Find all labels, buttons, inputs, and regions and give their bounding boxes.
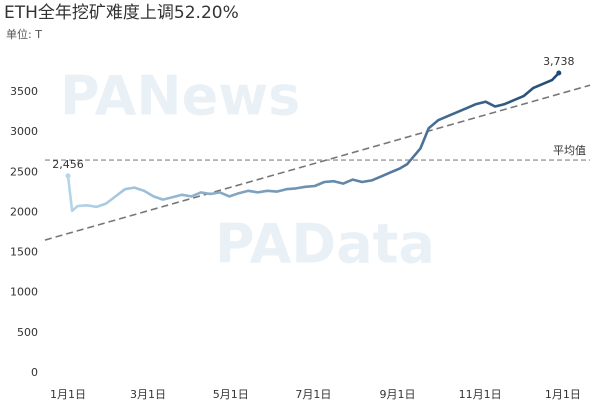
- y-tick-label: 3000: [10, 125, 38, 138]
- chart-title: ETH全年挖矿难度上调52.20%: [4, 3, 239, 23]
- x-tick-label: 11月1日: [459, 388, 502, 401]
- x-tick-label: 3月1日: [130, 388, 166, 401]
- point: [65, 173, 71, 179]
- point: [556, 70, 562, 76]
- x-tick-label: 7月1日: [295, 388, 331, 401]
- y-tick-label: 0: [31, 366, 38, 379]
- y-tick-label: 1000: [10, 286, 38, 299]
- x-tick-label: 5月1日: [213, 388, 249, 401]
- watermark: PAData: [215, 213, 435, 276]
- y-tick-label: 1500: [10, 246, 38, 259]
- y-tick-label: 2000: [10, 205, 38, 218]
- reference-label: 平均值: [553, 144, 586, 157]
- y-tick-label: 3500: [10, 85, 38, 98]
- x-tick-label: 1月1日: [50, 388, 86, 401]
- x-tick-label: 1月1日: [545, 388, 581, 401]
- y-tick-label: 500: [17, 326, 38, 339]
- line: [66, 72, 560, 213]
- x-tick-label: 9月1日: [379, 388, 415, 401]
- trend-line: [44, 84, 591, 241]
- watermark: PANews: [60, 65, 300, 128]
- value-label: 3,738: [543, 55, 575, 68]
- y-tick-label: 2500: [10, 165, 38, 178]
- value-label: 2,456: [52, 158, 84, 171]
- subtitle: 单位: T: [6, 27, 42, 41]
